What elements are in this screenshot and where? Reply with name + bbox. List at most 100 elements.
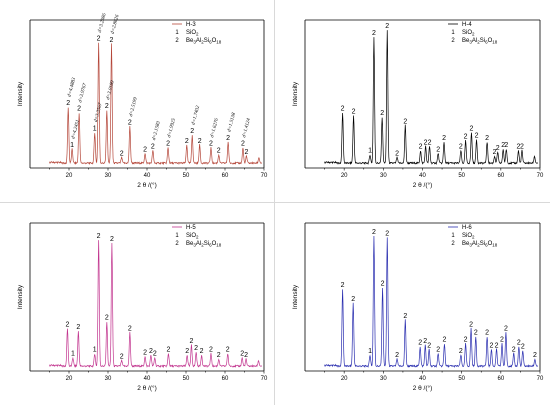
peak-h6-2: 1: [368, 348, 372, 355]
peak-h3-10: 2 d=2.1583: [151, 120, 162, 151]
peak-h4-4: 2: [380, 110, 384, 117]
peak-h4-11: 2: [436, 146, 440, 154]
peak-label: 2: [475, 132, 479, 139]
peak-h6-16: 2: [474, 330, 478, 337]
d-spacing-label: d=1.4124: [242, 117, 252, 138]
d-spacing-label: d=2.1583: [152, 120, 162, 141]
peak-h3-6: 2 d=2.8626: [110, 14, 121, 45]
x-tick-label: 70: [537, 376, 544, 382]
peak-h6-14: 2: [464, 337, 468, 344]
peak-label: 2: [217, 148, 221, 155]
peak-h4-15: 2: [470, 125, 474, 133]
peak-h5-17: 2: [209, 347, 213, 354]
peak-h4-10: 2: [428, 139, 432, 147]
legend-h3: H-3 1 SiO2 2 Be3Al2Si6O18: [172, 22, 222, 45]
peak-label: 2: [151, 144, 155, 151]
peak-label: 2: [385, 230, 389, 237]
x-tick-label: 40: [419, 173, 426, 179]
peak-label: 1: [93, 125, 97, 132]
peak-h4-3: 2: [372, 30, 376, 38]
x-tick-label: 30: [105, 376, 112, 382]
peak-label: 2: [241, 141, 245, 148]
legend-entry: 1 SiO2: [175, 233, 199, 240]
peak-label: 2: [428, 139, 432, 146]
peak-h6-18: 2: [489, 342, 493, 350]
legend-label: SiO2: [462, 30, 475, 37]
peak-label: 2: [153, 351, 157, 358]
peak-label: 2: [105, 103, 109, 110]
peak-h6-1: 2: [351, 296, 355, 304]
legend-label: SiO2: [186, 233, 199, 240]
x-tick-label: 20: [341, 173, 348, 179]
peak-h4-19: 2: [496, 145, 500, 152]
peak-label: 2: [166, 347, 170, 354]
peak-label: 2: [442, 135, 446, 142]
legend-marker: 2: [451, 241, 455, 247]
peak-h5-20: 2: [240, 351, 244, 358]
peak-label: 2: [226, 135, 230, 142]
peak-label: 2: [110, 37, 114, 44]
legend-marker: 1: [451, 233, 455, 239]
legend-h6: H-6 1 SiO2 2 Be3Al2Si6O18: [448, 225, 498, 248]
x-tick-label: 40: [144, 173, 151, 179]
peak-h4-12: 2: [442, 135, 446, 143]
peak-label: 1: [368, 148, 372, 155]
legend-label: Be3Al2Si6O18: [462, 241, 498, 248]
xrd-panel-h5: 20 30 40 50 60 70 2 θ /(°) Intensity 2 1 2 1 2 2 2 2 2 2 2…: [0, 203, 274, 405]
x-tick-label: 30: [380, 376, 387, 382]
peak-h5-6: 2: [110, 236, 114, 243]
d-spacing-label: d=1.9925: [167, 117, 177, 138]
peak-h5-5: 2: [105, 314, 109, 322]
x-tick-label: 30: [380, 173, 387, 179]
legend-entry: 2 Be3Al2Si6O18: [451, 241, 497, 248]
peak-h6-0: 2: [341, 282, 345, 290]
legend-label: H-5: [186, 225, 196, 231]
legend-label: Be3Al2Si6O18: [186, 241, 222, 248]
peak-h5-1: 1: [71, 351, 75, 358]
legend-entry: 2 Be3Al2Si6O18: [175, 38, 221, 45]
x-tick-label: 70: [261, 376, 268, 382]
peak-label: 2: [120, 354, 124, 361]
x-tick-label: 50: [458, 173, 465, 179]
peak-h6-17: 2: [485, 330, 489, 337]
peak-h3-4: 2 d=3.2586: [97, 12, 108, 43]
legend-entry: 2 Be3Al2Si6O18: [451, 38, 497, 45]
peak-h3-12: 2: [185, 138, 189, 145]
axes-h6: 20 30 40 50 60 70: [304, 222, 544, 382]
peak-label: 2: [226, 347, 230, 354]
xrd-panel-h4: 20 30 40 50 60 70 2 θ /(°) Intensity 2 2 1 2 2 2 2 2 2 2 2…: [275, 0, 550, 202]
d-spacing-label: d=1.6276: [210, 117, 220, 138]
peak-h6-6: 2: [395, 352, 399, 360]
peak-h5-13: 2: [185, 348, 189, 355]
xrd-chart-h3: 20 30 40 50 60 70 2 θ /(°) Intensity 2 d=4.4883 1 d…: [17, 12, 268, 189]
peak-h6-19: 2: [495, 342, 499, 350]
xrd-pattern-h4: [324, 30, 538, 166]
peak-label: 2: [77, 106, 81, 113]
legend-marker: 1: [175, 233, 179, 239]
peak-label: 2: [385, 23, 389, 30]
peak-label: 2: [217, 352, 221, 359]
y-axis-title: Intensity: [292, 81, 299, 106]
y-axis-title: Intensity: [17, 284, 24, 309]
legend-label: H-6: [462, 225, 472, 231]
x-tick-label: 50: [458, 376, 465, 382]
peak-label: 2: [372, 30, 376, 37]
x-tick-label: 60: [497, 376, 504, 382]
peak-label: 2: [533, 352, 537, 359]
axes-h4: 20 30 40 50 60 70: [304, 19, 544, 179]
peak-h4-16: 2: [475, 132, 479, 140]
peak-label: 2: [143, 349, 147, 356]
peak-h4-14: 2: [464, 134, 468, 141]
legend-entry: 1 SiO2: [451, 233, 475, 240]
peak-h5-0: 2: [65, 321, 69, 329]
peak-label: 2: [341, 282, 345, 289]
peak-h3-7: 2: [120, 151, 124, 158]
peak-label: 2: [520, 144, 524, 151]
legend-label: H-4: [462, 22, 472, 28]
peak-h5-21: 2: [244, 352, 248, 360]
peak-h4-21: 2: [504, 142, 508, 150]
xrd-pattern-h3: [49, 42, 262, 166]
xrd-panel-h6: 20 30 40 50 60 70 2 θ /(°) Intensity 2 2 1 2 2 2 2 2 2 2 2…: [275, 203, 550, 405]
peak-h3-18: 2 d=1.4124: [241, 117, 252, 148]
